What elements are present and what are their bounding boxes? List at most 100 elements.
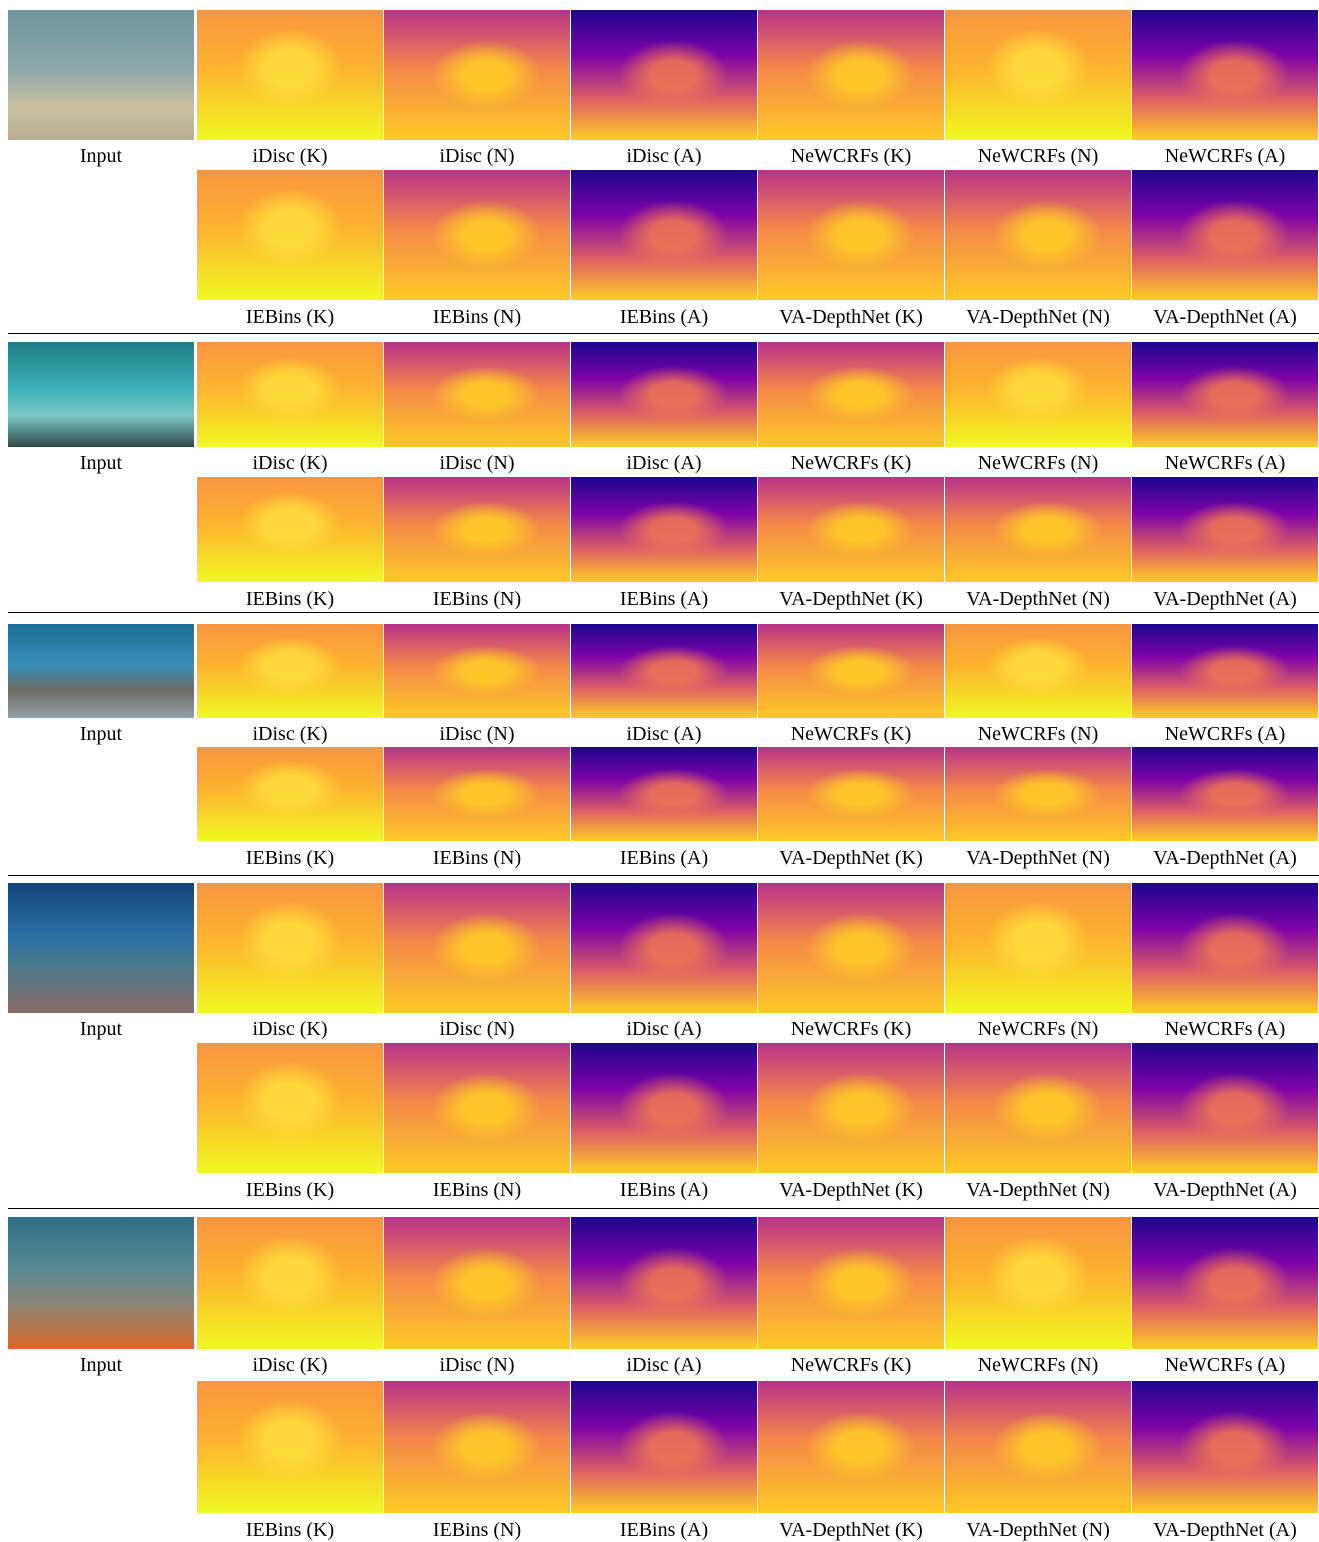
depth-map [384,624,570,718]
depth-map [384,10,570,140]
method-label: VA-DepthNet (K) [758,305,944,329]
separator [8,333,1319,334]
input-label: Input [8,722,194,746]
method-label: iDisc (K) [197,451,383,475]
depth-map [945,170,1131,300]
depth-map [758,170,944,300]
method-label: IEBins (N) [384,587,570,611]
depth-map [945,624,1131,718]
depth-map [758,342,944,447]
depth-map [758,1043,944,1173]
depth-map [945,477,1131,582]
depth-map [1132,747,1318,841]
depth-map [384,477,570,582]
depth-map [384,1381,570,1513]
depth-map [1132,624,1318,718]
method-label: iDisc (A) [571,1017,757,1041]
method-label: VA-DepthNet (N) [945,1178,1131,1202]
depth-map [1132,1217,1318,1349]
separator [8,1208,1319,1209]
depth-map [945,342,1131,447]
method-label: IEBins (A) [571,587,757,611]
depth-map [197,883,383,1013]
depth-map [1132,1043,1318,1173]
depth-map [758,747,944,841]
depth-map [197,624,383,718]
method-label: NeWCRFs (N) [945,722,1131,746]
depth-map [945,10,1131,140]
method-label: NeWCRFs (N) [945,1353,1131,1377]
input-label: Input [8,144,194,168]
depth-map [197,170,383,300]
method-label: VA-DepthNet (N) [945,587,1131,611]
method-label: iDisc (N) [384,1017,570,1041]
input-image [8,342,194,447]
method-label: NeWCRFs (A) [1132,1353,1318,1377]
method-label: VA-DepthNet (K) [758,1178,944,1202]
depth-map [1132,170,1318,300]
method-label: VA-DepthNet (K) [758,846,944,870]
separator [8,612,1319,613]
method-label: VA-DepthNet (A) [1132,305,1318,329]
depth-map [384,1217,570,1349]
input-label: Input [8,451,194,475]
depth-map [197,1381,383,1513]
depth-map [197,1217,383,1349]
depth-map [1132,10,1318,140]
input-label: Input [8,1017,194,1041]
method-label: NeWCRFs (K) [758,451,944,475]
depth-map [758,477,944,582]
depth-map [945,1217,1131,1349]
depth-map [197,1043,383,1173]
method-label: iDisc (A) [571,144,757,168]
method-label: iDisc (K) [197,1017,383,1041]
depth-map [571,342,757,447]
depth-map [758,883,944,1013]
depth-map [384,747,570,841]
method-label: NeWCRFs (A) [1132,451,1318,475]
method-label: VA-DepthNet (K) [758,1518,944,1542]
method-label: VA-DepthNet (A) [1132,1178,1318,1202]
input-image [8,883,194,1013]
method-label: IEBins (K) [197,587,383,611]
depth-map [571,10,757,140]
depth-map [1132,342,1318,447]
depth-map [384,883,570,1013]
method-label: iDisc (A) [571,451,757,475]
method-label: IEBins (N) [384,1178,570,1202]
method-label: IEBins (N) [384,846,570,870]
depth-map [384,170,570,300]
method-label: IEBins (A) [571,846,757,870]
method-label: iDisc (N) [384,1353,570,1377]
input-image [8,10,194,140]
depth-map [197,747,383,841]
method-label: IEBins (K) [197,1518,383,1542]
method-label: NeWCRFs (K) [758,144,944,168]
depth-map [1132,883,1318,1013]
method-label: NeWCRFs (K) [758,1017,944,1041]
depth-map [571,1217,757,1349]
method-label: IEBins (K) [197,846,383,870]
method-label: VA-DepthNet (A) [1132,846,1318,870]
input-image [8,624,194,718]
depth-map [758,624,944,718]
depth-map [945,747,1131,841]
method-label: VA-DepthNet (N) [945,305,1131,329]
method-label: NeWCRFs (A) [1132,144,1318,168]
depth-map [1132,1381,1318,1513]
method-label: iDisc (A) [571,1353,757,1377]
method-label: IEBins (K) [197,1178,383,1202]
method-label: IEBins (A) [571,305,757,329]
method-label: IEBins (A) [571,1518,757,1542]
depth-map [197,10,383,140]
method-label: iDisc (K) [197,722,383,746]
depth-map [571,624,757,718]
depth-map [571,1043,757,1173]
method-label: VA-DepthNet (K) [758,587,944,611]
figure: (() => { const data = JSON.parse(documen… [0,0,1319,1541]
method-label: VA-DepthNet (A) [1132,587,1318,611]
depth-map [571,477,757,582]
method-label: NeWCRFs (N) [945,1017,1131,1041]
depth-map [197,477,383,582]
method-label: IEBins (N) [384,305,570,329]
